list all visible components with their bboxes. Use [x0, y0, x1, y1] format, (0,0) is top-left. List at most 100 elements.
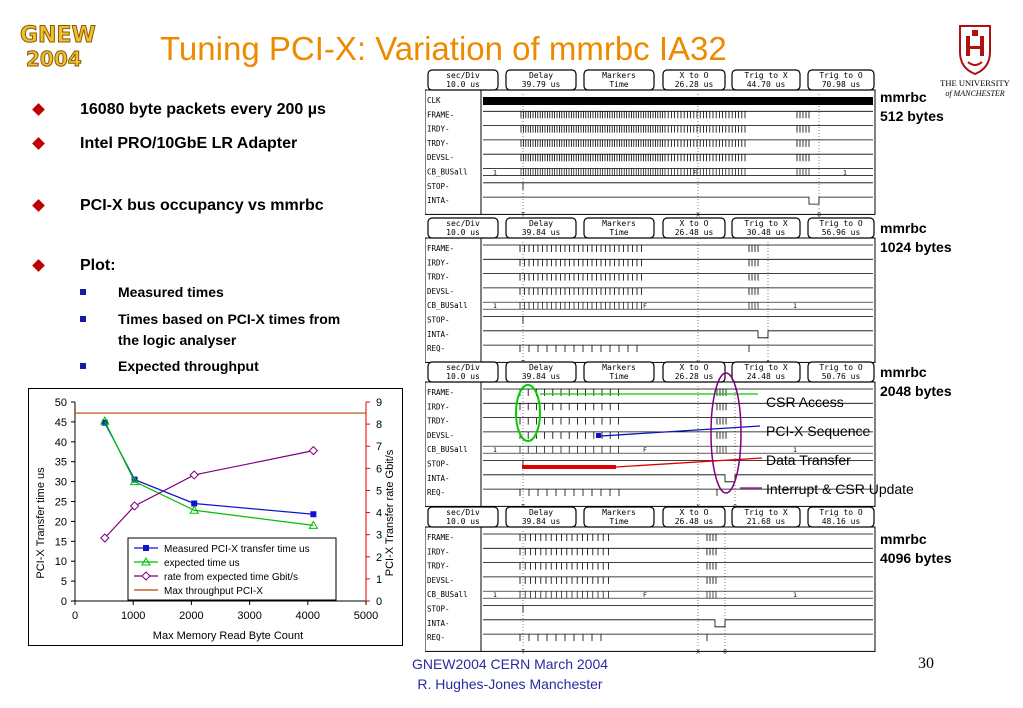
mmrbc-label-2048-line1: mmrbc: [880, 364, 927, 380]
signal-name: IRDY-: [427, 258, 450, 267]
trace-frame: [424, 237, 876, 363]
signal-trace: [483, 576, 873, 584]
header-box-4: Trig to X21.68 us: [731, 506, 801, 528]
bullet-diamond-icon: [32, 259, 45, 272]
bullet-diamond-icon: [32, 199, 45, 212]
signal-name: INTA-: [427, 474, 450, 483]
mmrbc-label-4096-line1: mmrbc: [880, 531, 927, 547]
bus-value: 1: [493, 169, 497, 177]
bus-trace: [483, 590, 873, 599]
annotation-data-transfer: Data Transfer: [766, 452, 851, 468]
inta-trace: [483, 196, 873, 205]
header-value: 24.48 us: [747, 372, 786, 381]
header-label: Delay: [529, 508, 553, 517]
signal-name: FRAME-: [427, 533, 454, 542]
y-tick-label: 10: [55, 556, 67, 568]
signal-name: CB_BUSall: [427, 590, 468, 599]
series-point-0: [101, 419, 108, 426]
header-label: Trig to O: [819, 363, 863, 372]
legend-marker-0: [143, 545, 149, 551]
series-point-1: [129, 476, 140, 486]
header-value: 39.79 us: [522, 80, 561, 89]
header-value: 26.48 us: [675, 517, 714, 526]
header-value: 48.16 us: [822, 517, 861, 526]
header-label: Trig to X: [744, 71, 788, 80]
chart-y2label: PCI-X Transfer rate Gbit/s: [384, 449, 396, 576]
header-label: Markers: [602, 71, 636, 80]
bullet-diamond-icon: [32, 103, 45, 116]
signal-trace: [483, 533, 873, 541]
logic-analyser-traces: sec/Div 10.0 us Delay 39.79 us Markers Time X …: [424, 68, 877, 658]
header-label: X to O: [680, 508, 709, 517]
csr-access-ellipse: [515, 384, 541, 442]
header-value: 26.48 us: [675, 228, 714, 237]
header-label: Markers: [602, 363, 636, 372]
subbullet-3: Expected throughput: [118, 358, 259, 374]
annotation-interrupt-csr: Interrupt & CSR Update: [766, 481, 914, 497]
header-label: X to O: [680, 363, 709, 372]
bus-value: 1: [793, 591, 797, 599]
signal-name: DEVSL-: [427, 287, 454, 296]
chart-legend: Measured PCI-X transfer time us expected …: [127, 537, 337, 601]
y-tick-label: 35: [55, 457, 67, 469]
mmrbc-label-2048-line2: 2048 bytes: [880, 383, 952, 399]
bus-value: 1: [493, 591, 497, 599]
legend-entry-1: expected time us: [164, 558, 240, 569]
legend-marker-1: [141, 556, 151, 566]
trace-frame: [424, 526, 876, 652]
legend-entry-0: Measured PCI-X transfer time us: [164, 544, 310, 555]
header-box-4: Trig to X30.48 us: [731, 217, 801, 239]
header-label: Markers: [602, 219, 636, 228]
mmrbc-label-512: mmrbc 512 bytes: [880, 88, 944, 126]
bus-value: 1: [843, 169, 847, 177]
signal-name: DEVSL-: [427, 576, 454, 585]
data-transfer-bar: [522, 465, 616, 469]
signal-trace: [483, 244, 873, 252]
legend-entry-3: Max throughput PCI-X: [164, 586, 263, 597]
series-point-2: [100, 533, 110, 543]
header-label: sec/Div: [446, 71, 480, 80]
header-label: X to O: [680, 71, 709, 80]
y-tick-label: 40: [55, 437, 67, 449]
header-box-3: X to O26.48 us: [662, 506, 726, 528]
header-label: sec/Div: [446, 508, 480, 517]
subbullet-square-icon: [80, 363, 86, 369]
interrupt-ellipse: [710, 372, 742, 494]
header-value: 30.48 us: [747, 228, 786, 237]
marker-label: T: [521, 211, 525, 218]
marker-label: T: [521, 648, 525, 655]
mmrbc-label-1024-line1: mmrbc: [880, 220, 927, 236]
header-label: Trig to X: [744, 219, 788, 228]
header-value: 26.28 us: [675, 80, 714, 89]
x-tick-label: 3000: [237, 610, 261, 622]
inta-trace: [483, 474, 873, 483]
mmrbc-label-1024-line2: 1024 bytes: [880, 239, 952, 255]
bus-value: 1: [493, 302, 497, 310]
legend-entry-2: rate from expected time Gbit/s: [164, 572, 298, 583]
bus-trace: [483, 301, 873, 310]
y2-tick-label: 0: [376, 596, 382, 608]
signal-name: STOP-: [427, 460, 450, 469]
signal-trace: [483, 125, 873, 133]
header-box-5: Trig to O70.98 us: [807, 69, 875, 91]
stop-trace: [483, 182, 873, 190]
bus-label: F: [643, 446, 647, 454]
signal-name: FRAME-: [427, 110, 454, 119]
signal-name: INTA-: [427, 619, 450, 628]
series-point-2: [308, 445, 319, 456]
x-tick-label: 5000: [354, 610, 378, 622]
bullet-4: Plot:: [80, 257, 116, 274]
university-logo: THE UNIVERSITY of MANCHESTER: [930, 22, 1020, 100]
signal-name: IRDY-: [427, 547, 450, 556]
pcix-sequence-marker: [596, 433, 601, 438]
signal-name: DEVSL-: [427, 431, 454, 440]
